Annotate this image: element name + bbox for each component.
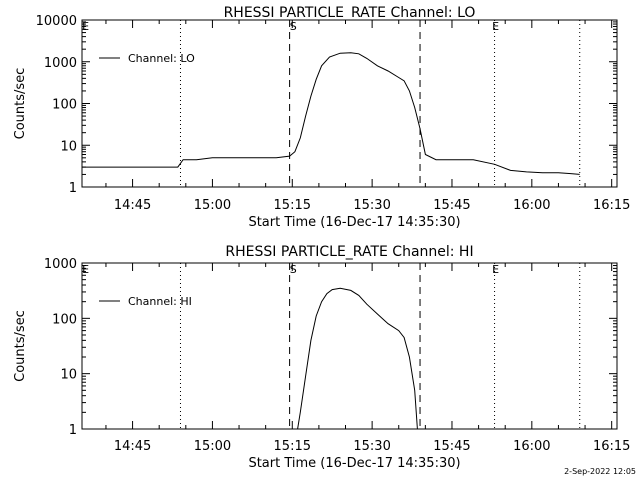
x-tick-label: 15:45: [433, 198, 470, 213]
x-axis-label-1: Start Time (16-Dec-17 14:35:30): [248, 456, 460, 471]
y-tick-label: 100: [52, 312, 77, 327]
x-tick-label: 15:30: [353, 439, 390, 454]
marker-label: E: [492, 263, 499, 276]
y-tick-label: 10: [60, 368, 77, 383]
x-tick-label: 15:15: [274, 198, 311, 213]
series-line-channel-hi: [297, 287, 418, 429]
y-tick-label: 10: [60, 139, 77, 154]
x-axis-label-0: Start Time (16-Dec-17 14:35:30): [248, 215, 460, 230]
x-tick-label: 15:00: [194, 198, 231, 213]
x-tick-label: 16:00: [513, 198, 550, 213]
plot-frame-1: [81, 262, 618, 430]
chart-title-1: RHESSI PARTICLE_RATE Channel: HI: [225, 244, 473, 260]
x-tick-label: 16:15: [593, 198, 630, 213]
marker-label: S: [290, 20, 297, 33]
y-tick-label: 1000: [44, 56, 77, 71]
y-tick-label: 1: [69, 181, 77, 196]
x-tick-label: 15:15: [274, 439, 311, 454]
x-tick-label: 16:00: [513, 439, 550, 454]
marker-label: E: [82, 263, 89, 276]
x-tick-label: 15:00: [194, 439, 231, 454]
plot-frame-0: [81, 19, 618, 188]
legend-entry: Channel: LO: [128, 52, 195, 65]
y-tick-label: 10000: [36, 14, 77, 29]
y-axis-label-0: Counts/sec: [13, 68, 28, 140]
marker-label: E: [82, 20, 89, 33]
x-tick-label: 14:45: [114, 439, 151, 454]
x-tick-label: 16:15: [593, 439, 630, 454]
marker-label: E: [492, 20, 499, 33]
series-line-channel-lo: [82, 52, 580, 175]
x-tick-label: 15:45: [433, 439, 470, 454]
y-axis-label-1: Counts/sec: [13, 310, 28, 382]
marker-label: S: [290, 263, 297, 276]
date-stamp: 2-Sep-2022 12:05: [564, 467, 636, 476]
chart-title-0: RHESSI PARTICLE_RATE Channel: LO: [224, 5, 476, 21]
x-tick-label: 14:45: [114, 198, 151, 213]
x-tick-label: 15:30: [353, 198, 390, 213]
y-tick-label: 1000: [44, 257, 77, 272]
y-tick-label: 1: [69, 423, 77, 438]
legend-entry: Channel: HI: [128, 295, 192, 308]
y-tick-label: 100: [52, 98, 77, 113]
